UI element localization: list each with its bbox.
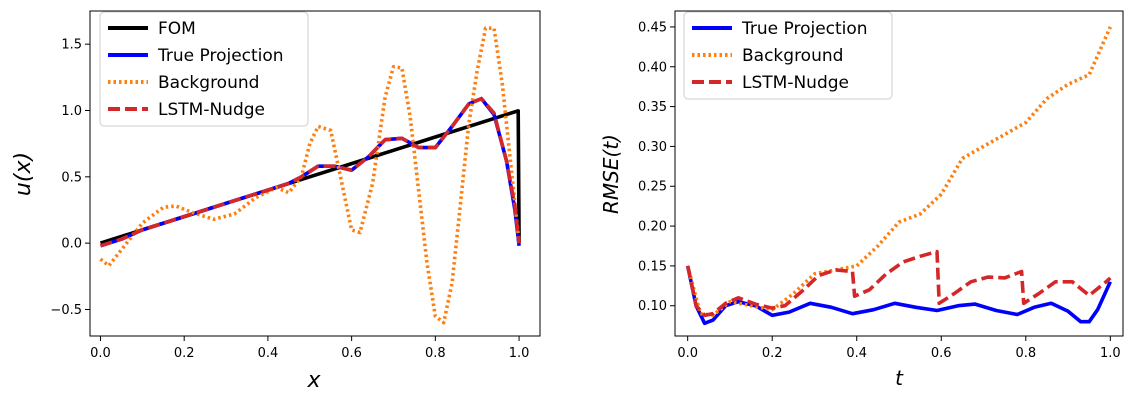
right-chart-rmse: 0.0 0.2 0.4 0.6 0.8 1.0 0.10 0.15 0.20 0.25 0.30 0.… <box>599 10 1124 390</box>
left-x-axis-label: x <box>306 368 321 393</box>
legend-box <box>683 11 893 100</box>
x-tick-label: 1.0 <box>1100 346 1121 361</box>
y-tick-label: 0.30 <box>638 140 667 155</box>
x-tick-label: 0.0 <box>677 346 698 361</box>
legend-label: Background <box>158 73 259 93</box>
x-tick-label: 0.6 <box>931 346 952 361</box>
y-tick-label: 1.0 <box>61 104 82 119</box>
legend-label: Background <box>742 46 843 66</box>
left-ticks: 0.0 0.2 0.4 0.6 0.8 1.0 −0.5 0.0 0.5 1.0 1.5 <box>50 38 529 361</box>
x-tick-label: 0.6 <box>341 346 362 361</box>
x-tick-label: 0.4 <box>258 346 279 361</box>
series-line-lstm-nudge <box>99 96 521 248</box>
y-tick-label: 0.40 <box>638 60 667 75</box>
y-tick-label: 0.25 <box>638 180 667 195</box>
y-tick-label: 0.5 <box>61 170 82 185</box>
x-tick-label: 0.0 <box>90 346 111 361</box>
x-tick-label: 0.4 <box>846 346 867 361</box>
y-tick-label: 0.15 <box>638 259 667 274</box>
legend-label: LSTM-Nudge <box>158 100 265 120</box>
right-x-axis-label: t <box>895 366 904 390</box>
series-line-true-projection <box>685 265 1112 326</box>
left-series-lines <box>99 26 521 325</box>
legend-label: True Projection <box>741 19 868 39</box>
right-legend: True Projection Background LSTM-Nudge <box>683 11 893 100</box>
left-y-axis-label: u(x) <box>11 152 36 196</box>
left-plot-frame <box>89 10 541 337</box>
x-tick-label: 0.2 <box>174 346 195 361</box>
left-legend: FOM True Projection Background LSTM-Nudge <box>99 11 309 127</box>
x-tick-label: 0.2 <box>762 346 783 361</box>
y-tick-label: 0.35 <box>638 100 667 115</box>
x-tick-label: 1.0 <box>509 346 530 361</box>
legend-label: LSTM-Nudge <box>742 73 849 93</box>
right-plot-frame <box>674 10 1124 337</box>
legend-box <box>99 11 309 127</box>
y-tick-label: −0.5 <box>50 303 82 318</box>
y-tick-label: 0.0 <box>61 237 82 252</box>
left-chart-u-of-x: 0.0 0.2 0.4 0.6 0.8 1.0 −0.5 0.0 0.5 1.0 1.5 x u(x… <box>11 10 541 393</box>
y-tick-label: 0.20 <box>638 220 667 235</box>
x-tick-label: 0.8 <box>425 346 446 361</box>
right-y-axis-label: RMSE(t) <box>599 134 623 214</box>
y-tick-label: 1.5 <box>61 38 82 53</box>
x-tick-label: 0.8 <box>1015 346 1036 361</box>
series-line-background <box>685 26 1112 318</box>
legend-label: True Projection <box>157 46 284 66</box>
y-tick-label: 0.10 <box>638 299 667 314</box>
legend-label: FOM <box>158 19 196 39</box>
right-series-lines <box>685 26 1112 326</box>
right-ticks: 0.0 0.2 0.4 0.6 0.8 1.0 0.10 0.15 0.20 0.25 0.30 0.… <box>638 20 1121 361</box>
y-tick-label: 0.45 <box>638 20 667 35</box>
series-line-background <box>99 26 521 325</box>
series-line-lstm-nudge <box>685 249 1112 318</box>
